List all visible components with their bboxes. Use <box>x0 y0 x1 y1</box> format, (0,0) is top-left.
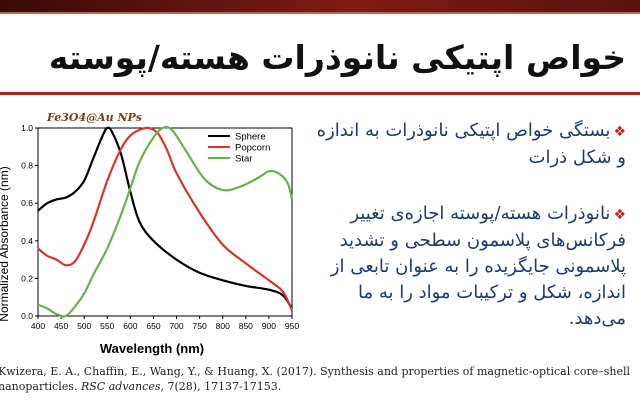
slide-top-bar <box>0 0 640 14</box>
x-tick-label: 600 <box>123 321 137 331</box>
absorbance-chart: Fe3O4@Au NPs 400 450 500 550 600 650 700 750 800… <box>0 104 310 364</box>
x-tick-label: 500 <box>77 321 91 331</box>
x-axis-label: Wavelength (nm) <box>100 341 204 356</box>
series-line-star <box>37 125 294 318</box>
legend-label-sphere: Sphere <box>235 132 266 143</box>
y-axis-label: Normalized Absorbance (nm) <box>0 166 11 321</box>
y-tick-label: 1.0 <box>21 123 33 133</box>
chart-title: Fe3O4@Au NPs <box>46 111 142 124</box>
bullet-item: ❖نانوذرات هسته/پوسته اجازه‌ی تغییر فرکان… <box>311 201 626 332</box>
bullet-item: ❖بستگی خواص اپتیکی نانوذرات به اندازه و … <box>311 118 626 171</box>
legend-label-popcorn: Popcorn <box>235 143 270 154</box>
absorbance-chart-svg: Fe3O4@Au NPs 400 450 500 550 600 650 700 750 800… <box>0 111 299 356</box>
bullet-text: نانوذرات هسته/پوسته اجازه‌ی تغییر فرکانس… <box>330 203 626 329</box>
bullet-list: ❖بستگی خواص اپتیکی نانوذرات به اندازه و … <box>311 118 626 362</box>
x-tick-label: 900 <box>262 321 276 331</box>
citation-line-1: Kwizera, E. A., Chaffin, E., Wang, Y., &… <box>0 365 631 378</box>
citation-journal: RSC advances <box>80 380 161 393</box>
bullet-diamond-icon: ❖ <box>613 207 626 223</box>
x-tick-label: 650 <box>146 321 160 331</box>
legend-label-star: Star <box>235 154 252 165</box>
title-underline <box>0 92 640 95</box>
x-tick-label: 700 <box>169 321 183 331</box>
series-line-sphere <box>37 126 293 310</box>
x-tick-label: 550 <box>100 321 114 331</box>
x-tick-label: 750 <box>193 321 207 331</box>
x-tick-label: 850 <box>239 321 253 331</box>
x-tick-label: 950 <box>285 321 299 331</box>
x-tick-label: 450 <box>54 321 68 331</box>
slide-title: خواص اپتیکی نانوذرات هسته/پوسته <box>48 38 626 77</box>
citation-line-2: nanoparticles. RSC advances, 7(28), 1713… <box>0 379 638 394</box>
y-tick-label: 0.0 <box>21 311 33 321</box>
bullet-diamond-icon: ❖ <box>613 124 626 140</box>
y-tick-label: 0.6 <box>21 198 33 208</box>
y-tick-label: 0.2 <box>21 273 33 283</box>
citation: Kwizera, E. A., Chaffin, E., Wang, Y., &… <box>0 364 638 394</box>
citation-volume: , 7(28), 17137-17153. <box>160 380 282 393</box>
citation-text: nanoparticles. <box>0 380 81 393</box>
y-tick-label: 0.4 <box>21 236 33 246</box>
x-tick-label: 400 <box>31 321 45 331</box>
series-line-popcorn <box>37 126 294 311</box>
bullet-text: بستگی خواص اپتیکی نانوذرات به اندازه و ش… <box>316 120 626 168</box>
y-tick-label: 0.8 <box>21 161 33 171</box>
x-tick-label: 800 <box>216 321 230 331</box>
